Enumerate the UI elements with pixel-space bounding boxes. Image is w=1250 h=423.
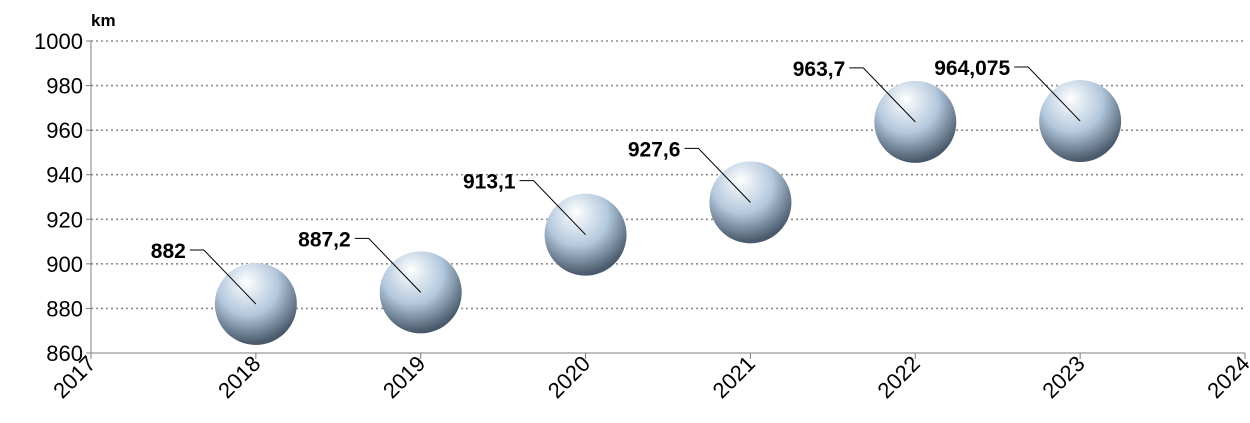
y-tick-label: 920 (46, 207, 83, 232)
data-label: 964,075 (934, 57, 1010, 80)
leader-line (1014, 66, 1081, 122)
y-tick-label: 980 (46, 74, 83, 99)
x-tick-label: 2020 (543, 351, 595, 403)
bubbles (214, 80, 1122, 345)
y-tick-label: 860 (46, 341, 83, 366)
data-label: 927,6 (628, 138, 681, 161)
y-tick-label: 900 (46, 252, 83, 277)
y-unit-label: km (91, 11, 116, 30)
x-tick-label: 2024 (1202, 351, 1250, 403)
leader-line (684, 147, 751, 203)
data-label: 887,2 (298, 228, 351, 251)
leader-line (849, 67, 916, 123)
data-labels: 882 887,2 913,1 927,6 963,7 964,075 (151, 57, 1081, 305)
data-label: 963,7 (793, 58, 846, 81)
x-tick-label: 2019 (378, 351, 430, 403)
x-tick-label: 2023 (1037, 351, 1089, 403)
data-label: 913,1 (463, 171, 516, 194)
y-tick-label: 1000 (34, 29, 83, 54)
y-tick-label: 960 (46, 118, 83, 143)
leader-line (354, 237, 422, 293)
y-tick-label: 880 (46, 296, 83, 321)
y-tick-label: 940 (46, 163, 83, 188)
leader-line (519, 180, 586, 236)
x-tick-label: 2022 (873, 351, 925, 403)
data-label: 882 (151, 240, 186, 263)
x-tick-label: 2021 (708, 351, 760, 403)
x-tick-label: 2018 (213, 351, 265, 403)
leader-line (189, 249, 257, 305)
